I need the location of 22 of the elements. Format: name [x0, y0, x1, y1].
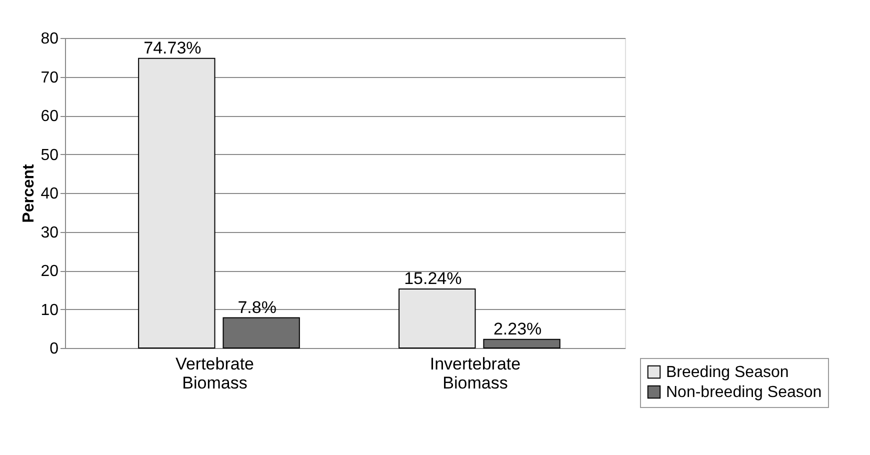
legend-label: Non-breeding Season [666, 384, 822, 401]
y-tick-label: 0 [50, 340, 59, 358]
data-label: 2.23% [493, 319, 542, 338]
y-tick-label: 10 [40, 302, 59, 319]
bar [398, 288, 476, 348]
data-label: 15.24% [404, 268, 462, 288]
y-tick-label: 40 [40, 186, 59, 202]
bar [138, 58, 216, 348]
legend-label: Breeding Season [666, 364, 789, 381]
y-tick-label: 60 [40, 108, 59, 125]
bar [222, 317, 300, 348]
y-axis-title: Percent [20, 163, 38, 223]
y-tick-label: 20 [40, 263, 59, 280]
y-tick-label: 70 [40, 69, 59, 86]
y-tick-label: 50 [40, 146, 59, 164]
data-label: 74.73% [144, 38, 202, 58]
y-tick-label: 30 [40, 224, 59, 242]
y-tick-label: 80 [40, 30, 59, 48]
bar [483, 338, 560, 348]
x-tick-label: Vertebrate Biomass [176, 354, 254, 392]
x-tick-label: Invertebrate Biomass [430, 354, 521, 392]
data-label: 7.8% [238, 298, 276, 317]
